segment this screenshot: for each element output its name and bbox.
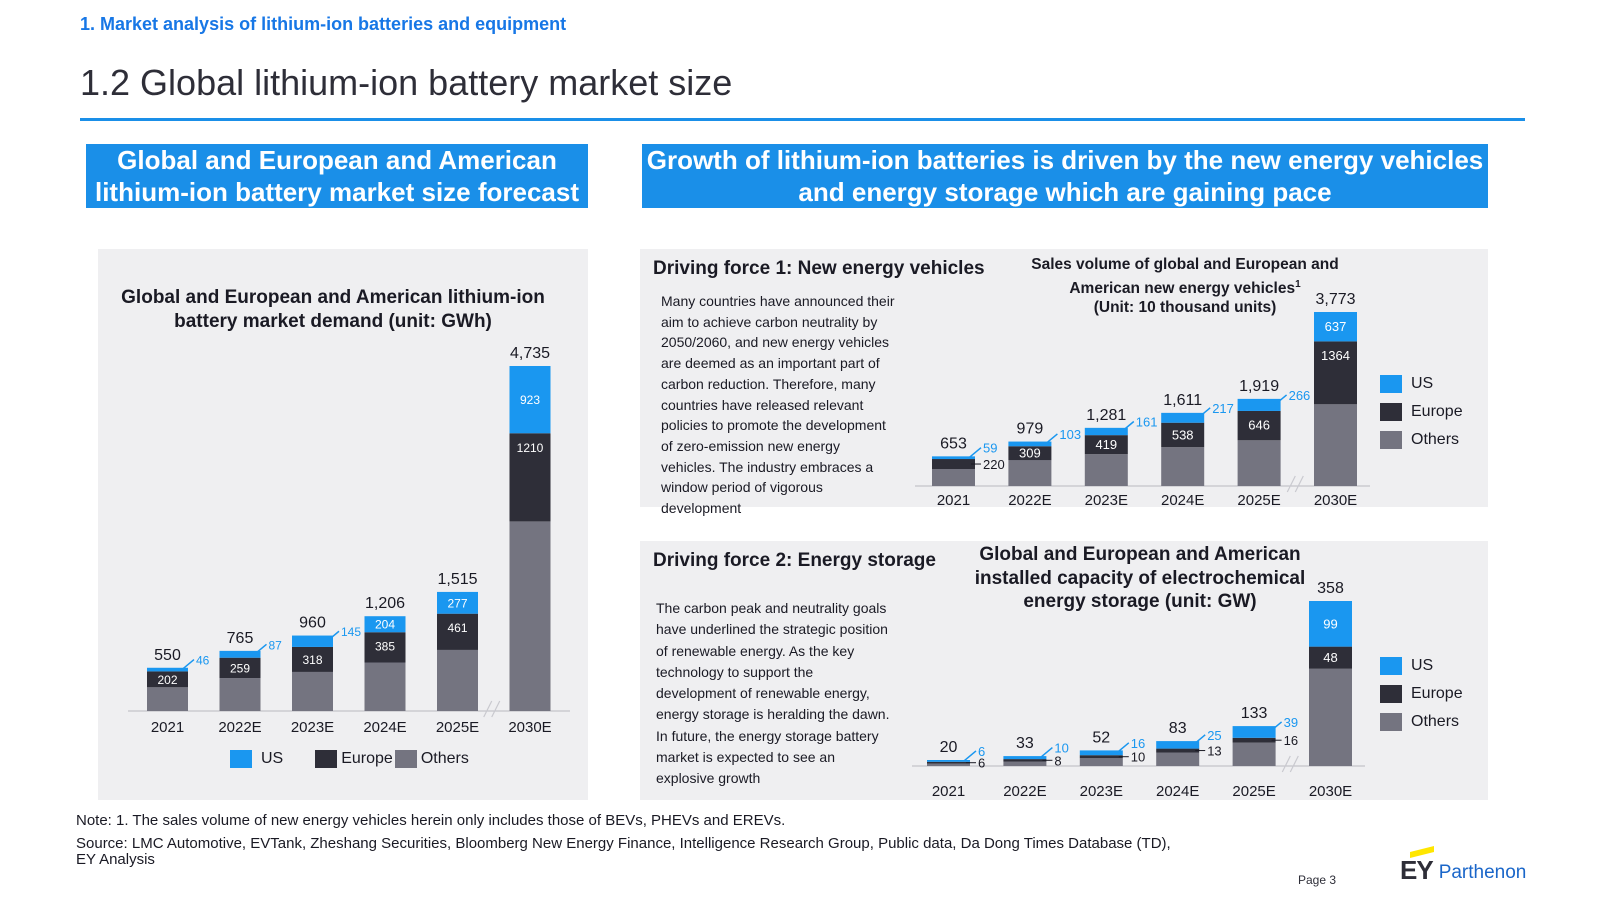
nev-legend-others: Others [1380, 431, 1463, 449]
storage-legend: US Europe Others [1380, 657, 1463, 731]
legend-us-swatch [230, 750, 252, 768]
nev-legend-others-swatch [1380, 431, 1402, 449]
ey-logo-text: EY [1400, 855, 1434, 885]
title-divider [80, 118, 1525, 121]
page-title: 1.2 Global lithium-ion battery market si… [80, 62, 733, 103]
footnote: Note: 1. The sales volume of new energy … [76, 812, 786, 829]
storage-legend-us-swatch [1380, 657, 1402, 675]
storage-legend-others: Others [1380, 713, 1463, 731]
parthenon-logo-text: Parthenon [1438, 862, 1527, 883]
nev-panel: Driving force 1: New energy vehicles Man… [640, 249, 1488, 516]
storage-legend-europe-label: Europe [1411, 685, 1463, 702]
legend-europe-swatch [315, 750, 338, 768]
nev-chart-title-text: Sales volume of global and European and … [1031, 256, 1339, 297]
right-banner: Growth of lithium-ion batteries is drive… [642, 144, 1488, 208]
legend-europe-label: Europe [341, 750, 393, 767]
source-line-2: EY Analysis [76, 851, 155, 868]
nev-legend-europe-swatch [1380, 403, 1402, 421]
storage-legend-us-label: US [1411, 657, 1434, 674]
left-banner: Global and European and American lithium… [86, 144, 588, 208]
nev-footnote-marker: 1 [1295, 278, 1301, 290]
storage-panel: Driving force 2: Energy storage The carb… [640, 541, 1488, 800]
storage-legend-us: US [1380, 657, 1463, 675]
nev-legend-us: US [1380, 375, 1463, 393]
ey-logo-mark: EY [1400, 846, 1434, 886]
nev-chart-title: Sales volume of global and European and … [1018, 255, 1352, 318]
nev-legend-us-swatch [1380, 375, 1402, 393]
ey-parthenon-logo: EY Parthenon [1400, 846, 1527, 886]
page-number: Page 3 [1298, 873, 1337, 887]
legend-us-label: US [261, 750, 284, 767]
storage-heading: Driving force 2: Energy storage [653, 550, 936, 571]
market-demand-chart-title: Global and European and American lithium… [121, 287, 545, 332]
nev-legend-europe: Europe [1380, 403, 1463, 421]
storage-chart-title: Global and European and American install… [974, 544, 1306, 612]
nev-legend-others-label: Others [1411, 431, 1460, 448]
nev-heading: Driving force 1: New energy vehicles [653, 258, 985, 279]
nev-description: Many countries have announced their aim … [661, 293, 895, 517]
section-label: 1. Market analysis of lithium-ion batter… [80, 14, 567, 34]
market-demand-panel: Global and European and American lithium… [98, 249, 588, 800]
legend-others-label: Others [420, 750, 469, 767]
storage-legend-others-swatch [1380, 713, 1402, 731]
storage-legend-europe-swatch [1380, 685, 1402, 703]
market-demand-legend: US Europe Others [230, 750, 469, 768]
nev-chart-subtitle: (Unit: 10 thousand units) [1093, 299, 1277, 317]
nev-legend-europe-label: Europe [1411, 403, 1463, 420]
storage-legend-europe: Europe [1380, 685, 1463, 703]
nev-legend-us-label: US [1411, 375, 1434, 392]
legend-others-swatch [394, 750, 417, 768]
nev-legend: US Europe Others [1380, 375, 1463, 449]
storage-description: The carbon peak and neutrality goals hav… [656, 600, 890, 787]
storage-legend-others-label: Others [1411, 713, 1460, 730]
source-line-1: Source: LMC Automotive, EVTank, Zheshang… [76, 835, 1171, 852]
